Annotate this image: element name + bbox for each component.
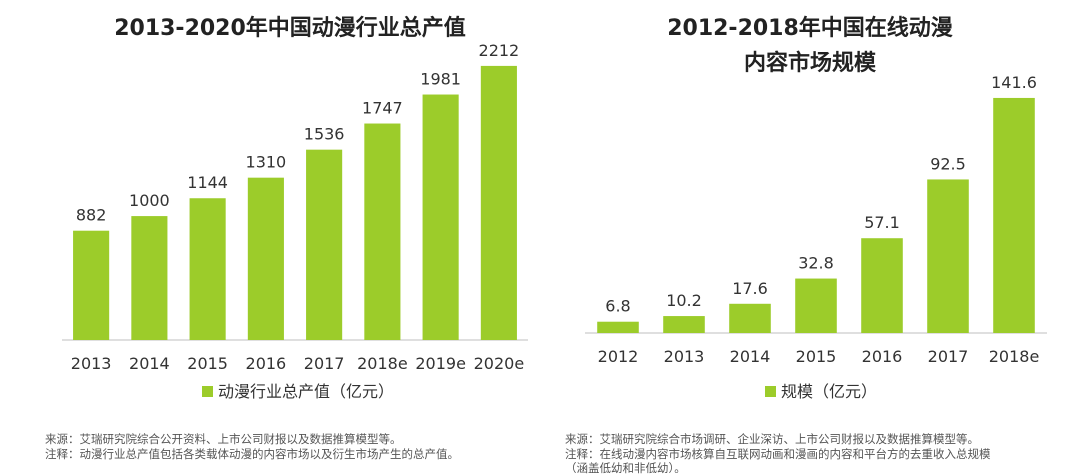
x-tick-label-2014: 2014 (129, 354, 170, 373)
data-label-2017: 92.5 (930, 154, 966, 173)
data-label-2020e: 2212 (479, 41, 520, 60)
bar-2019e (422, 94, 459, 340)
x-tick-label-2015: 2015 (796, 347, 837, 366)
bar-2012 (597, 321, 639, 333)
data-label-2013: 882 (76, 206, 107, 225)
x-tick-label-2013: 2013 (664, 347, 705, 366)
chart2-title-line2: 内容市场规模 (743, 51, 876, 76)
data-label-2016: 57.1 (864, 213, 900, 232)
x-tick-label-2014: 2014 (730, 347, 771, 366)
bar-2016 (247, 177, 284, 340)
x-tick-label-2019e: 2019e (415, 354, 466, 373)
x-tick-label-2020e: 2020e (474, 354, 525, 373)
data-label-2018e: 1747 (362, 99, 403, 118)
chart2-remark-note-cont: （涵盖低幼和非低幼）。 (565, 461, 686, 475)
data-label-2017: 1536 (304, 125, 345, 144)
x-tick-label-2017: 2017 (928, 347, 969, 366)
bar-2015 (189, 198, 226, 340)
chart1-plot: 882 2013 1000 2014 1144 2015 1310 2016 1536 2017 1… (62, 41, 528, 401)
legend-swatch (202, 386, 213, 397)
bar-2016 (861, 238, 903, 333)
data-label-2014: 17.6 (732, 279, 768, 298)
data-label-2014: 1000 (129, 191, 170, 210)
bar-2018e (364, 123, 401, 340)
bar-2020e (480, 65, 517, 340)
chart2-title-line1: 2012-2018年中国在线动漫 (667, 16, 953, 41)
chart1-remark-note: 注释：动漫行业总产值包括各类载体动漫的内容市场以及衍生市场产生的总产值。 (45, 447, 459, 461)
bar-2017 (306, 149, 343, 340)
chart1-source-note: 来源：艾瑞研究院综合公开资料、上市公司财报以及数据推算模型等。 (45, 432, 402, 446)
bar-2014 (729, 303, 771, 333)
bar-2013 (663, 316, 705, 333)
bar-2013 (73, 230, 110, 340)
data-label-2012: 6.8 (605, 297, 630, 316)
x-tick-label-2016: 2016 (246, 354, 287, 373)
legend-label: 动漫行业总产值（亿元） (218, 382, 394, 401)
data-label-2015: 1144 (187, 173, 228, 192)
chart2-remark-note: 注释：在线动漫内容市场核算自互联网动画和漫画的内容和平台方的去重收入总规模 (565, 447, 991, 461)
data-label-2015: 32.8 (798, 254, 834, 273)
data-label-2016: 1310 (246, 153, 287, 172)
data-label-2018e: 141.6 (991, 73, 1037, 92)
x-tick-label-2013: 2013 (71, 354, 112, 373)
data-label-2013: 10.2 (666, 291, 702, 310)
chart2-plot: 6.8 2012 10.2 2013 17.6 2014 32.8 2015 57.1 2016 9… (585, 73, 1047, 401)
x-tick-label-2015: 2015 (187, 354, 228, 373)
x-tick-label-2018e: 2018e (989, 347, 1040, 366)
x-tick-label-2012: 2012 (598, 347, 639, 366)
x-tick-label-2017: 2017 (304, 354, 345, 373)
bar-2017 (927, 179, 969, 333)
legend-label: 规模（亿元） (781, 382, 877, 401)
bar-2014 (131, 216, 168, 340)
legend-swatch (765, 386, 776, 397)
chart1-title: 2013-2020年中国动漫行业总产值 (114, 16, 466, 41)
chart2-source-note: 来源：艾瑞研究院综合市场调研、企业深访、上市公司财报以及数据推算模型等。 (565, 432, 979, 446)
bar-2015 (795, 278, 837, 333)
x-tick-label-2018e: 2018e (357, 354, 408, 373)
data-label-2019e: 1981 (420, 70, 461, 89)
bar-2018e (993, 97, 1035, 333)
x-tick-label-2016: 2016 (862, 347, 903, 366)
